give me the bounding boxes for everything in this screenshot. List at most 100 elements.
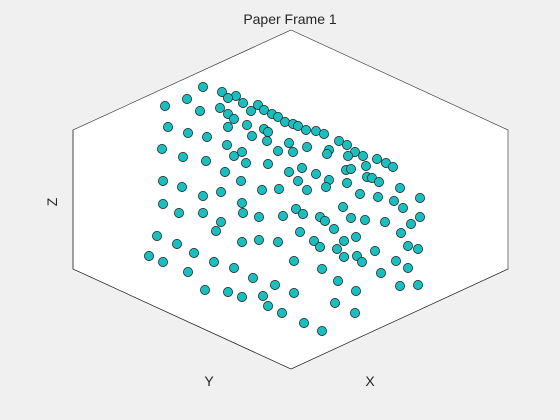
data-point-69 [216,187,226,197]
data-point-30 [247,131,257,141]
data-point-112 [339,236,349,246]
data-point-31 [157,144,167,154]
z-axis-label: Z [44,197,60,206]
data-point-13 [195,106,205,116]
data-point-36 [262,136,272,146]
data-point-20 [183,128,193,138]
data-point-3 [160,101,170,111]
data-point-99 [406,219,416,229]
data-point-134 [413,280,423,290]
data-point-92 [320,216,330,226]
data-point-135 [200,285,210,295]
data-point-139 [263,301,273,311]
data-point-15 [229,114,239,124]
data-point-102 [172,239,182,249]
x-axis-line [290,268,509,370]
data-point-101 [152,231,162,241]
data-point-64 [374,177,384,187]
data-point-39 [334,136,344,146]
data-point-37 [284,138,294,148]
data-point-6 [238,98,248,108]
data-point-42 [358,151,368,161]
data-point-21 [202,132,212,142]
data-point-53 [220,167,230,177]
data-point-43 [372,154,382,164]
data-point-94 [338,202,348,212]
data-point-61 [346,164,356,174]
data-point-110 [315,242,325,252]
data-point-22 [242,120,252,130]
data-point-84 [216,217,226,227]
data-point-127 [317,264,327,274]
data-point-138 [258,291,268,301]
data-point-113 [351,232,361,242]
data-point-46 [237,147,247,157]
data-point-88 [278,211,288,221]
data-point-68 [198,191,208,201]
data-point-98 [398,203,408,213]
data-point-1 [198,82,208,92]
data-point-142 [299,318,309,328]
data-point-79 [389,196,399,206]
data-point-81 [158,199,168,209]
data-point-147 [395,281,405,291]
data-point-32 [178,152,188,162]
data-point-54 [241,158,251,168]
data-point-45 [388,162,398,172]
data-point-47 [273,146,283,156]
data-point-33 [201,156,211,166]
data-point-2 [182,94,192,104]
data-point-73 [293,176,303,186]
data-point-126 [289,256,299,266]
data-point-19 [163,122,173,132]
data-point-86 [238,208,248,218]
data-point-95 [346,213,356,223]
data-point-130 [357,257,367,267]
data-point-76 [342,178,352,188]
data-point-105 [237,237,247,247]
data-point-118 [413,244,423,254]
data-point-82 [174,208,184,218]
data-point-28 [319,129,329,139]
data-point-125 [270,280,280,290]
data-point-106 [254,235,264,245]
data-point-119 [144,251,154,261]
scatter-points [144,82,425,336]
data-point-40 [342,140,352,150]
data-point-10 [215,103,225,113]
data-point-111 [332,244,342,254]
y-axis-label: Y [204,373,214,389]
data-point-16 [273,112,283,122]
data-point-9 [259,105,269,115]
data-point-55 [263,159,273,169]
data-point-7 [223,93,233,103]
data-point-93 [329,224,339,234]
data-point-35 [229,151,239,161]
data-point-115 [370,246,380,256]
data-point-29 [223,122,233,132]
data-point-136 [223,287,233,297]
data-point-34 [222,140,232,150]
data-point-103 [189,248,199,258]
data-point-124 [248,273,258,283]
data-point-71 [257,185,267,195]
data-point-11 [246,106,256,116]
data-point-133 [403,263,413,273]
data-point-104 [211,226,221,236]
data-point-85 [237,198,247,208]
data-point-77 [355,189,365,199]
data-point-66 [158,176,168,186]
data-point-52 [361,161,371,171]
data-point-80 [415,193,425,203]
data-point-100 [415,212,425,222]
data-point-141 [289,288,299,298]
data-point-128 [333,276,343,286]
data-point-117 [403,241,413,251]
data-point-25 [293,121,303,131]
data-point-129 [339,252,349,262]
data-point-87 [254,212,264,222]
data-point-65 [395,183,405,193]
data-point-89 [291,204,301,214]
chart-title: Paper Frame 1 [243,11,337,27]
